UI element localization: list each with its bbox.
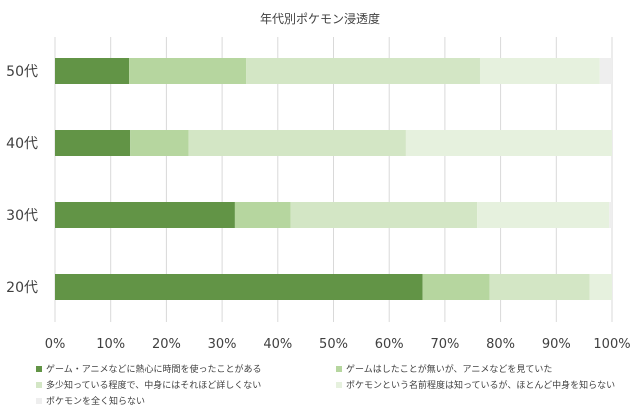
legend-swatch [336, 365, 342, 372]
legend-item: ポケモンという名前程度は知っているが、ほとんど中身を知らない [336, 378, 615, 391]
y-axis-labels: 50代 40代 30代 20代 [6, 64, 38, 296]
bar-segment [188, 130, 406, 156]
legend-swatch [336, 381, 342, 388]
x-axis-labels: 0% 10% 20% 30% 40% 50% 60% 70% 80% 90% 100% [45, 337, 631, 352]
bar-segment [589, 274, 612, 300]
bar-segment [55, 58, 130, 84]
y-category-label: 50代 [6, 64, 38, 80]
legend-swatch [36, 365, 42, 372]
bar-segment [55, 130, 131, 156]
bar-segment [290, 202, 478, 228]
legend-item: ゲーム・アニメなどに熱心に時間を使ったことがある [36, 362, 262, 375]
plot-area [55, 58, 612, 300]
chart-title: 年代別ポケモン浸透度 [260, 11, 380, 26]
y-category-label: 20代 [6, 280, 38, 296]
legend-label: ポケモンを全く知らない [46, 397, 146, 407]
legend-label: ゲーム・アニメなどに熱心に時間を使ったことがある [46, 365, 262, 375]
x-tick-label: 50% [319, 337, 348, 352]
bar-segment [599, 58, 612, 84]
legend-item: ゲームはしたことが無いが、アニメなどを見ていた [336, 362, 552, 375]
x-tick-label: 10% [96, 337, 125, 352]
x-tick-label: 30% [208, 337, 237, 352]
bar-segment [477, 202, 610, 228]
legend-item: 多少知っている程度で、中身にはそれほど詳しくない [36, 378, 261, 391]
bar-segment [246, 58, 480, 84]
x-tick-label: 70% [430, 337, 459, 352]
x-tick-label: 0% [45, 337, 66, 352]
y-category-label: 30代 [6, 208, 38, 224]
x-tick-label: 80% [486, 337, 515, 352]
bar-segment [129, 58, 247, 84]
bar-segment [55, 202, 235, 228]
x-tick-label: 100% [593, 337, 630, 352]
y-category-label: 40代 [6, 136, 38, 152]
bar-segment [234, 202, 291, 228]
legend-label: ポケモンという名前程度は知っているが、ほとんど中身を知らない [346, 381, 616, 391]
bar-segment [489, 274, 590, 300]
legend-swatch [36, 381, 42, 388]
x-tick-label: 90% [542, 337, 571, 352]
bar-segment [479, 58, 600, 84]
legend-swatch [36, 397, 42, 404]
legend-label: 多少知っている程度で、中身にはそれほど詳しくない [46, 381, 262, 391]
legend-label: ゲームはしたことが無いが、アニメなどを見ていた [346, 365, 553, 375]
bar-segment [405, 130, 612, 156]
bar-segment [609, 202, 612, 228]
bar-segment [55, 274, 423, 300]
legend-item: ポケモンを全く知らない [36, 394, 145, 407]
bar-segment [422, 274, 490, 300]
x-tick-label: 20% [152, 337, 181, 352]
x-tick-label: 60% [375, 337, 404, 352]
x-tick-label: 40% [263, 337, 292, 352]
bar-segment [130, 130, 189, 156]
